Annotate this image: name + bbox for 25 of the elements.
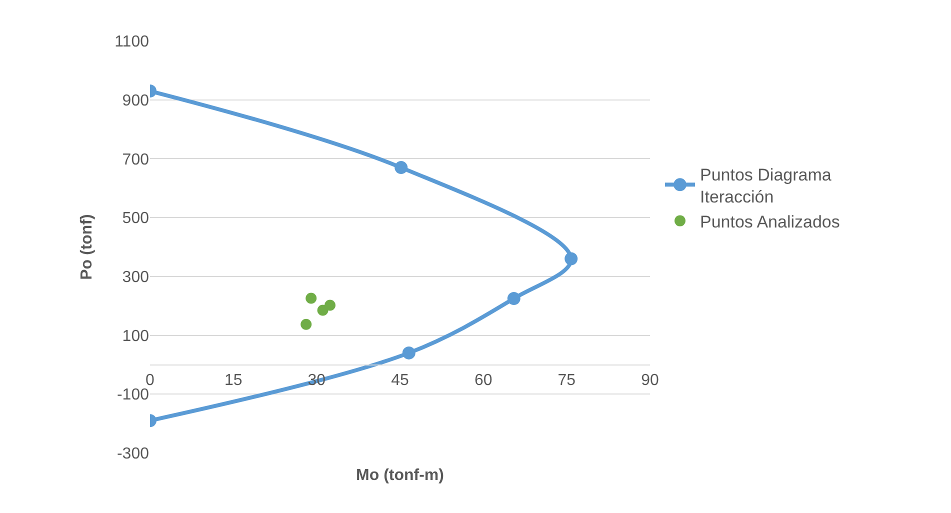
- point: [394, 161, 408, 174]
- y-tick-label: 1100: [114, 34, 150, 51]
- y-tick-label: 500: [122, 210, 150, 228]
- point: [564, 252, 578, 266]
- y-tick-label: 900: [122, 92, 150, 110]
- x-tick-label: 45: [391, 372, 409, 389]
- y-tick-label: 300: [122, 269, 150, 286]
- point: [300, 318, 312, 330]
- x-tick-label: 15: [224, 372, 242, 389]
- point: [306, 292, 317, 304]
- point: [402, 346, 416, 360]
- y-axis-title: Po (tonf): [78, 214, 96, 280]
- x-tick-label: 90: [641, 372, 659, 389]
- y-tick-label: 700: [122, 151, 150, 168]
- x-axis-title: Mo (tonf-m): [356, 466, 444, 484]
- legend-label: Puntos Analizados: [700, 212, 840, 232]
- point: [324, 300, 336, 311]
- x-tick-label: 60: [474, 372, 492, 389]
- x-tick-label: 75: [558, 372, 576, 389]
- y-tick-label: 100: [122, 328, 150, 345]
- legend-label: Puntos Diagrama Iteracción: [700, 165, 832, 206]
- y-tick-label: -300: [116, 446, 150, 463]
- y-tick-label: -100: [116, 386, 150, 404]
- x-tick-label: 0: [146, 372, 155, 389]
- point: [507, 292, 520, 305]
